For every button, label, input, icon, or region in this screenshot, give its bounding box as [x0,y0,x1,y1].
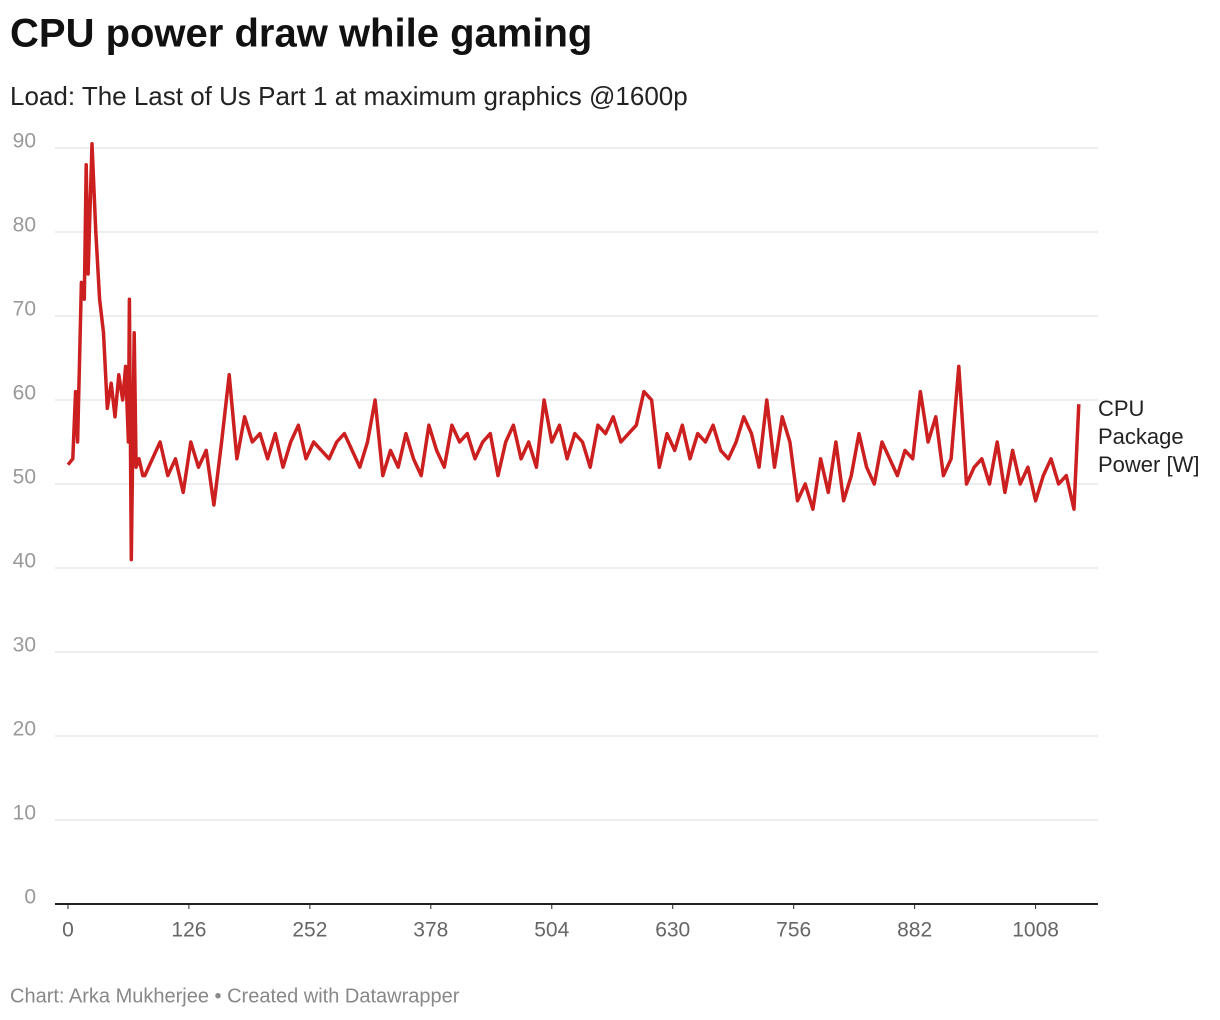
x-tick-label: 756 [776,919,811,942]
x-tick-label: 882 [897,919,932,942]
x-tick-label: 1008 [1012,919,1059,942]
y-tick-label: 50 [13,466,36,489]
x-tick-label: 378 [413,919,448,942]
chart-subtitle: Load: The Last of Us Part 1 at maximum g… [10,81,688,111]
y-tick-label: 80 [13,214,36,237]
footer: Chart: Arka Mukherjee • Created with Dat… [10,985,460,1007]
y-tick-label: 0 [24,886,36,909]
y-tick-label: 90 [13,130,36,153]
series-label: CPU Package Power [W] [1098,396,1200,477]
x-tick-label: 126 [171,919,206,942]
y-tick-label: 10 [13,802,36,825]
y-tick-label: 30 [13,634,36,657]
x-tick-label: 252 [292,919,327,942]
x-tick-label: 0 [62,919,74,942]
y-tick-label: 60 [13,382,36,405]
line [66,142,1081,562]
x-tick-label: 630 [655,919,690,942]
chart-title: CPU power draw while gaming [10,12,592,56]
x-tick-label: 504 [534,919,569,942]
y-tick-label: 70 [13,298,36,321]
y-tick-label: 40 [13,550,36,573]
y-tick-label: 20 [13,718,36,741]
